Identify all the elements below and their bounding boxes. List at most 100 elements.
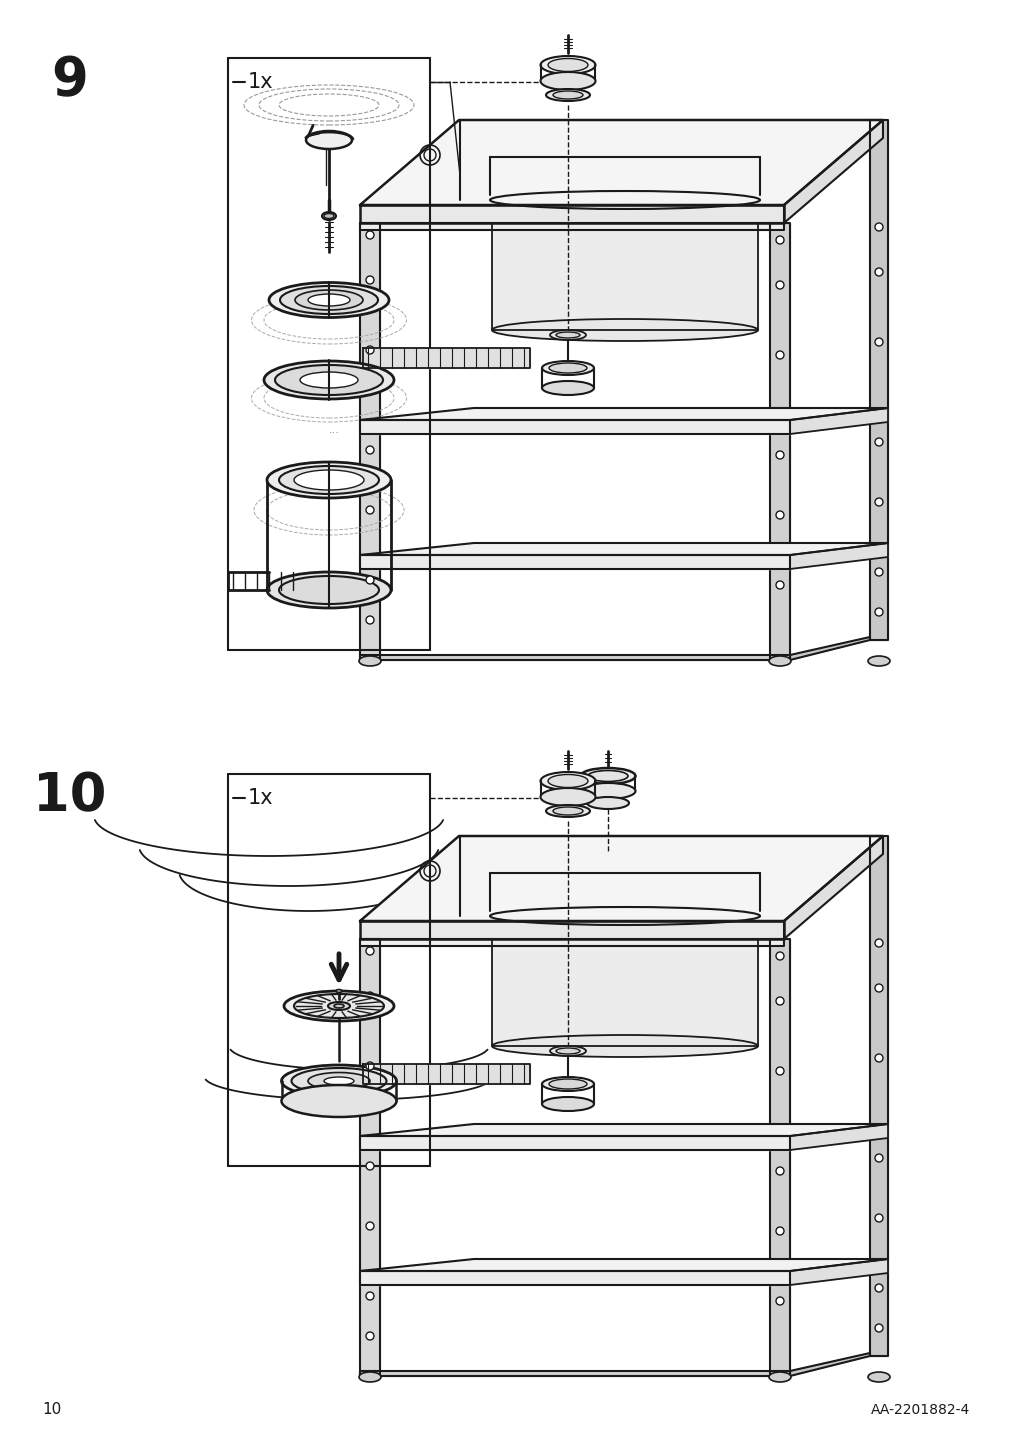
Ellipse shape [284, 991, 393, 1021]
Ellipse shape [552, 808, 582, 815]
Ellipse shape [867, 656, 889, 666]
Ellipse shape [279, 576, 379, 604]
Ellipse shape [321, 212, 336, 221]
Polygon shape [360, 836, 883, 921]
Polygon shape [790, 543, 887, 569]
Ellipse shape [267, 463, 390, 498]
Polygon shape [360, 654, 790, 660]
Polygon shape [360, 1370, 790, 1376]
Ellipse shape [295, 291, 363, 309]
Circle shape [775, 351, 784, 359]
Polygon shape [784, 120, 883, 223]
Circle shape [366, 576, 374, 584]
Ellipse shape [359, 1372, 380, 1382]
Circle shape [775, 236, 784, 243]
Text: 10: 10 [42, 1402, 62, 1418]
Circle shape [366, 1063, 374, 1070]
Circle shape [875, 1285, 883, 1292]
Ellipse shape [328, 1002, 350, 1010]
Ellipse shape [279, 465, 379, 494]
Polygon shape [360, 223, 379, 660]
Ellipse shape [280, 286, 378, 314]
Circle shape [875, 338, 883, 347]
Circle shape [366, 1332, 374, 1340]
Ellipse shape [546, 805, 589, 818]
Circle shape [775, 451, 784, 460]
Text: 1x: 1x [248, 788, 273, 808]
Text: AA-2201882-4: AA-2201882-4 [869, 1403, 969, 1418]
Polygon shape [360, 120, 883, 205]
Circle shape [366, 1161, 374, 1170]
Polygon shape [769, 223, 790, 660]
Circle shape [875, 438, 883, 445]
Circle shape [875, 1214, 883, 1221]
Ellipse shape [768, 1372, 791, 1382]
Polygon shape [360, 1272, 790, 1285]
Ellipse shape [867, 1372, 889, 1382]
Polygon shape [360, 1136, 790, 1150]
Circle shape [875, 939, 883, 947]
Polygon shape [360, 420, 790, 434]
Circle shape [875, 569, 883, 576]
Ellipse shape [586, 798, 629, 809]
Ellipse shape [264, 361, 393, 400]
Polygon shape [790, 1259, 887, 1285]
Circle shape [366, 231, 374, 239]
Text: 9: 9 [52, 54, 88, 106]
Text: ...: ... [329, 425, 339, 435]
Circle shape [775, 1167, 784, 1176]
Polygon shape [869, 836, 887, 1356]
Polygon shape [790, 637, 869, 660]
Circle shape [875, 268, 883, 276]
Ellipse shape [546, 89, 589, 102]
Polygon shape [360, 205, 784, 223]
Text: 1x: 1x [248, 72, 273, 92]
Ellipse shape [324, 213, 334, 219]
Ellipse shape [267, 571, 390, 609]
Ellipse shape [294, 994, 383, 1018]
Ellipse shape [548, 1078, 586, 1088]
Polygon shape [360, 408, 887, 420]
Polygon shape [790, 408, 887, 434]
Circle shape [775, 581, 784, 589]
Circle shape [875, 609, 883, 616]
Circle shape [875, 1154, 883, 1161]
Ellipse shape [549, 1045, 585, 1055]
Polygon shape [790, 1353, 869, 1376]
Circle shape [366, 347, 374, 354]
Ellipse shape [540, 772, 594, 790]
Ellipse shape [269, 282, 388, 318]
Ellipse shape [542, 1097, 593, 1111]
Circle shape [775, 1067, 784, 1075]
Ellipse shape [552, 92, 582, 99]
Ellipse shape [307, 1073, 370, 1090]
Ellipse shape [555, 332, 579, 338]
Ellipse shape [299, 372, 358, 388]
Polygon shape [363, 1064, 530, 1084]
Polygon shape [360, 1259, 887, 1272]
Polygon shape [360, 921, 784, 939]
Circle shape [366, 276, 374, 284]
Ellipse shape [334, 1004, 344, 1008]
Ellipse shape [542, 1077, 593, 1091]
Text: 10: 10 [33, 770, 106, 822]
Circle shape [366, 616, 374, 624]
Ellipse shape [549, 329, 585, 339]
Polygon shape [360, 1124, 887, 1136]
Ellipse shape [580, 768, 635, 783]
Circle shape [875, 1325, 883, 1332]
Polygon shape [869, 120, 887, 640]
Polygon shape [363, 348, 530, 368]
Ellipse shape [491, 1035, 757, 1057]
Circle shape [875, 1054, 883, 1063]
Ellipse shape [491, 319, 757, 341]
Polygon shape [360, 939, 784, 947]
Polygon shape [360, 223, 784, 231]
Ellipse shape [548, 362, 586, 372]
Ellipse shape [281, 1085, 396, 1117]
Polygon shape [360, 939, 379, 1376]
Ellipse shape [291, 1068, 386, 1094]
Polygon shape [790, 1124, 887, 1150]
Ellipse shape [580, 783, 635, 799]
Ellipse shape [555, 1048, 579, 1054]
